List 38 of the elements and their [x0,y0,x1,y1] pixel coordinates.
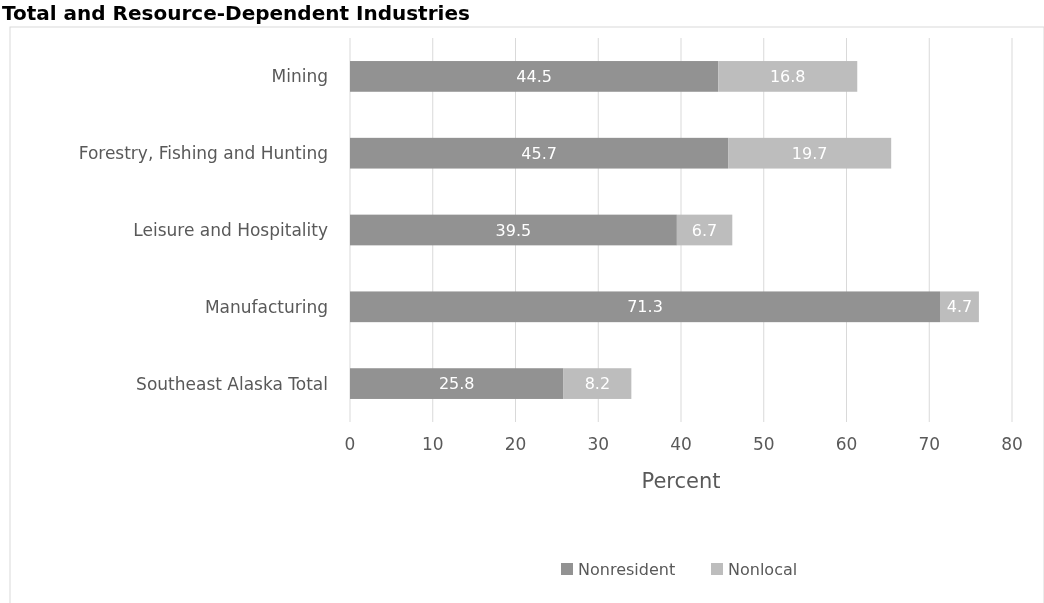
data-label: 44.5 [516,67,552,86]
y-tick-label: Manufacturing [204,296,328,317]
y-tick-label: Leisure and Hospitality [133,219,328,240]
x-axis-title: Percent [641,469,721,493]
bar [350,368,564,399]
data-label: 16.8 [769,67,806,86]
legend-label: Nonlocal [728,560,798,579]
data-label: 4.7 [946,297,973,317]
x-tick-label: 50 [752,434,775,454]
bar [676,214,733,246]
y-tick-label: Forestry, Fishing and Hunting [78,143,328,164]
data-label: 8.2 [584,374,611,394]
bar [350,61,719,92]
x-tick-label: 80 [1001,434,1023,454]
x-tick-label: 0 [344,434,356,454]
bar [350,137,729,169]
legend-label: Nonresident [578,560,676,579]
data-label: 25.8 [438,374,475,394]
y-tick-label: Mining [271,66,328,87]
y-tick-label: Southeast Alaska Total [136,373,328,394]
x-tick-label: 20 [504,434,527,454]
bar [350,291,941,323]
x-tick-label: 10 [421,434,444,454]
bar [728,137,892,169]
chart-title: Total and Resource-Dependent Industries [2,1,470,25]
bar [350,214,677,246]
x-tick-label: 60 [835,434,858,454]
bar [940,291,979,323]
data-label: 6.7 [691,220,718,240]
x-tick-label: 40 [670,434,692,454]
bar [718,61,858,92]
data-label: 39.5 [495,220,532,240]
bar [563,368,632,399]
data-label: 45.7 [521,143,557,163]
data-label: 71.3 [627,297,663,317]
data-label: 19.7 [791,143,828,163]
x-tick-label: 30 [587,434,610,454]
x-tick-label: 70 [918,434,941,454]
